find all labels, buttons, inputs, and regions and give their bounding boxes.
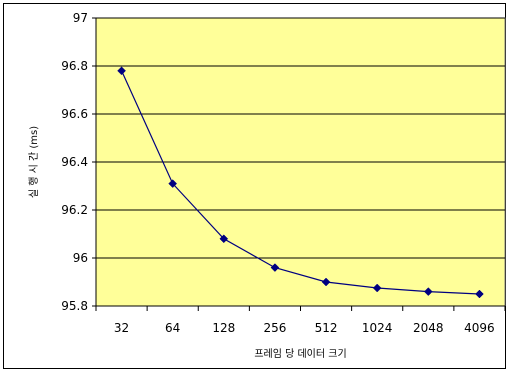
data-point-marker xyxy=(321,277,331,287)
data-point-marker xyxy=(117,66,126,76)
x-tick-label: 512 xyxy=(315,321,338,335)
y-axis-title: 실 행 시 간 (ms) xyxy=(28,126,40,198)
x-tick-label: 128 xyxy=(212,321,235,335)
y-tick-label: 96.4 xyxy=(61,155,88,169)
series-line xyxy=(121,70,480,295)
x-tick-label: 1024 xyxy=(362,321,393,335)
data-point-marker xyxy=(270,263,280,272)
x-tick-label: 32 xyxy=(114,321,129,335)
y-tick-label: 96 xyxy=(73,251,88,265)
y-tick-label: 95.8 xyxy=(61,299,88,313)
data-point-marker xyxy=(372,283,382,293)
data-point-marker xyxy=(475,289,484,299)
data-point-marker xyxy=(423,287,433,296)
data-point-marker xyxy=(219,234,229,244)
y-axis: 95.8 96 96.2 96.4 96.6 96.8 97 xyxy=(61,11,97,313)
x-axis: 32 64 128 256 512 1024 2048 4096 xyxy=(95,305,506,335)
x-tick-label: 2048 xyxy=(413,321,444,335)
x-tick-label: 4096 xyxy=(464,321,495,335)
x-tick-label: 64 xyxy=(165,321,180,335)
y-tick-label: 96.8 xyxy=(61,59,88,73)
x-tick-label: 256 xyxy=(263,321,286,335)
y-tick-label: 97 xyxy=(73,11,88,25)
data-points xyxy=(117,66,484,299)
data-point-marker xyxy=(168,179,178,188)
gridlines xyxy=(96,17,505,307)
y-tick-label: 96.2 xyxy=(61,203,88,217)
y-tick-label: 96.6 xyxy=(61,107,88,121)
x-axis-title: 프레임 당 데이터 크기 xyxy=(254,347,346,360)
